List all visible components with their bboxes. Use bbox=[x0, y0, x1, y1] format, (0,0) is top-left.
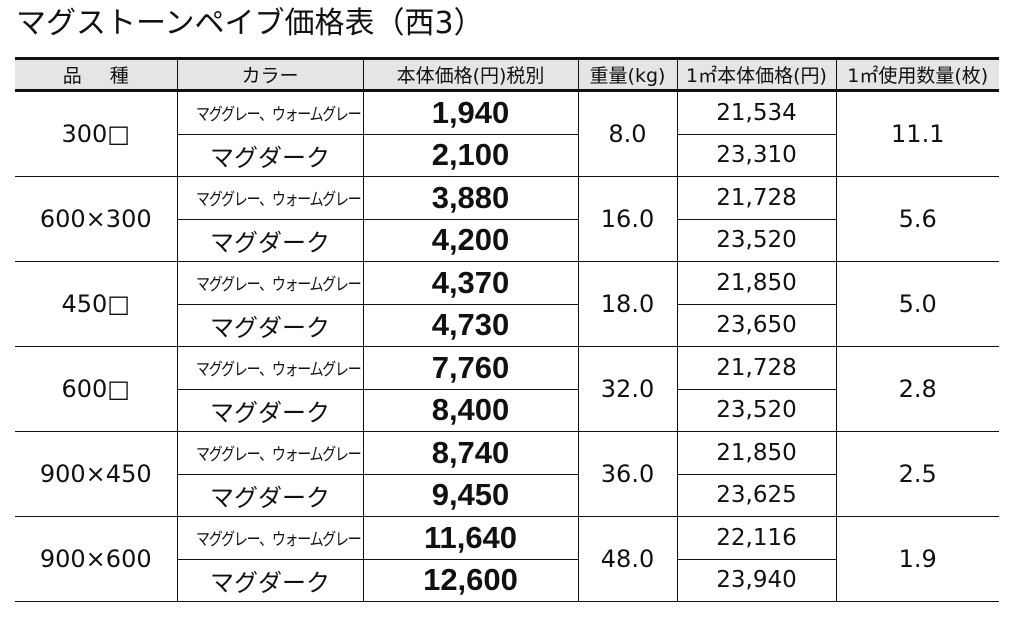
color-label: マググレー、ウォームグレー bbox=[195, 275, 362, 296]
size-cell: 600□ bbox=[15, 346, 178, 432]
header-variety-label: 品種 bbox=[62, 65, 157, 87]
size-cell: 450□ bbox=[15, 261, 178, 347]
header-color: カラー bbox=[176, 57, 363, 92]
color-cell: マググレー、ウォームグレー bbox=[176, 90, 364, 135]
unit-price-cell: 2,100 bbox=[362, 133, 579, 177]
weight-cell: 8.0 bbox=[577, 90, 678, 177]
table-row: 900×450 マググレー、ウォームグレー 8,740 36.0 21,850 … bbox=[15, 431, 999, 517]
unit-price-cell: 7,760 bbox=[362, 346, 579, 390]
price-table: 品種 カラー 本体価格(円)税別 重量(kg) 1㎡本体価格(円) 1㎡使用数量… bbox=[15, 57, 999, 602]
price-per-m2-cell: 23,625 bbox=[676, 473, 837, 517]
weight-cell: 48.0 bbox=[577, 516, 678, 602]
unit-price-cell: 4,370 bbox=[362, 261, 579, 305]
header-price-per-m2: 1㎡本体価格(円) bbox=[676, 57, 836, 92]
qty-per-m2-cell: 2.8 bbox=[835, 346, 999, 432]
unit-price-cell: 4,730 bbox=[362, 303, 579, 347]
price-per-m2-cell: 21,850 bbox=[676, 431, 837, 475]
size-cell: 900×450 bbox=[15, 431, 178, 517]
price-per-m2-cell: 23,310 bbox=[676, 133, 837, 177]
weight-cell: 16.0 bbox=[577, 176, 678, 262]
table-row: マグダーク 8,400 23,520 bbox=[15, 388, 999, 432]
weight-cell: 18.0 bbox=[577, 261, 678, 347]
page-title: マグストーンペイブ価格表（西3） bbox=[16, 6, 484, 41]
table-header-row: 品種 カラー 本体価格(円)税別 重量(kg) 1㎡本体価格(円) 1㎡使用数量… bbox=[15, 57, 999, 92]
header-variety: 品種 bbox=[15, 57, 177, 92]
unit-price-cell: 9,450 bbox=[362, 473, 579, 517]
header-qty-per-m2: 1㎡使用数量(枚) bbox=[835, 57, 999, 92]
color-cell: マグダーク bbox=[176, 558, 364, 602]
table-row: 300□ マググレー、ウォームグレー 1,940 8.0 21,534 11.1 bbox=[15, 90, 999, 177]
unit-price-cell: 1,940 bbox=[362, 90, 579, 135]
price-per-m2-cell: 23,520 bbox=[676, 388, 837, 432]
size-cell: 600×300 bbox=[15, 176, 178, 262]
table-row: 600□ マググレー、ウォームグレー 7,760 32.0 21,728 2.8 bbox=[15, 346, 999, 432]
price-per-m2-cell: 21,728 bbox=[676, 176, 837, 220]
color-cell: マグダーク bbox=[176, 218, 364, 262]
unit-price-cell: 12,600 bbox=[362, 558, 579, 602]
table-row: 600×300 マググレー、ウォームグレー 3,880 16.0 21,728 … bbox=[15, 176, 999, 262]
size-cell: 900×600 bbox=[15, 516, 178, 602]
header-unit-price: 本体価格(円)税別 bbox=[362, 57, 578, 92]
color-cell: マグダーク bbox=[176, 133, 364, 177]
color-cell: マググレー、ウォームグレー bbox=[176, 176, 364, 220]
price-per-m2-cell: 23,940 bbox=[676, 558, 837, 602]
table-row: マグダーク 2,100 23,310 bbox=[15, 133, 999, 177]
unit-price-cell: 4,200 bbox=[362, 218, 579, 262]
price-per-m2-cell: 23,520 bbox=[676, 218, 837, 262]
unit-price-cell: 8,400 bbox=[362, 388, 579, 432]
color-label: マググレー、ウォームグレー bbox=[195, 360, 362, 381]
color-label: マググレー、ウォームグレー bbox=[195, 105, 362, 126]
weight-cell: 36.0 bbox=[577, 431, 678, 517]
unit-price-cell: 8,740 bbox=[362, 431, 579, 475]
color-cell: マググレー、ウォームグレー bbox=[176, 431, 364, 475]
color-label: マググレー、ウォームグレー bbox=[195, 190, 362, 211]
unit-price-cell: 11,640 bbox=[362, 516, 579, 560]
header-weight: 重量(kg) bbox=[577, 57, 677, 92]
color-cell: マグダーク bbox=[176, 303, 364, 347]
price-per-m2-cell: 21,534 bbox=[676, 90, 837, 135]
price-per-m2-cell: 21,850 bbox=[676, 261, 837, 305]
color-cell: マグダーク bbox=[176, 388, 364, 432]
color-cell: マググレー、ウォームグレー bbox=[176, 516, 364, 560]
color-cell: マグダーク bbox=[176, 473, 364, 517]
table-row: マグダーク 12,600 23,940 bbox=[15, 558, 999, 602]
table-row: 900×600 マググレー、ウォームグレー 11,640 48.0 22,116… bbox=[15, 516, 999, 602]
table-row: 450□ マググレー、ウォームグレー 4,370 18.0 21,850 5.0 bbox=[15, 261, 999, 347]
price-per-m2-cell: 21,728 bbox=[676, 346, 837, 390]
table-row: マグダーク 9,450 23,625 bbox=[15, 473, 999, 517]
qty-per-m2-cell: 1.9 bbox=[835, 516, 999, 602]
qty-per-m2-cell: 2.5 bbox=[835, 431, 999, 517]
color-label: マググレー、ウォームグレー bbox=[195, 445, 362, 466]
size-cell: 300□ bbox=[15, 90, 178, 177]
price-per-m2-cell: 23,650 bbox=[676, 303, 837, 347]
weight-cell: 32.0 bbox=[577, 346, 678, 432]
qty-per-m2-cell: 5.0 bbox=[835, 261, 999, 347]
qty-per-m2-cell: 5.6 bbox=[835, 176, 999, 262]
price-per-m2-cell: 22,116 bbox=[676, 516, 837, 560]
color-cell: マググレー、ウォームグレー bbox=[176, 261, 364, 305]
color-label: マググレー、ウォームグレー bbox=[195, 530, 362, 551]
unit-price-cell: 3,880 bbox=[362, 176, 579, 220]
color-cell: マググレー、ウォームグレー bbox=[176, 346, 364, 390]
qty-per-m2-cell: 11.1 bbox=[835, 90, 999, 177]
